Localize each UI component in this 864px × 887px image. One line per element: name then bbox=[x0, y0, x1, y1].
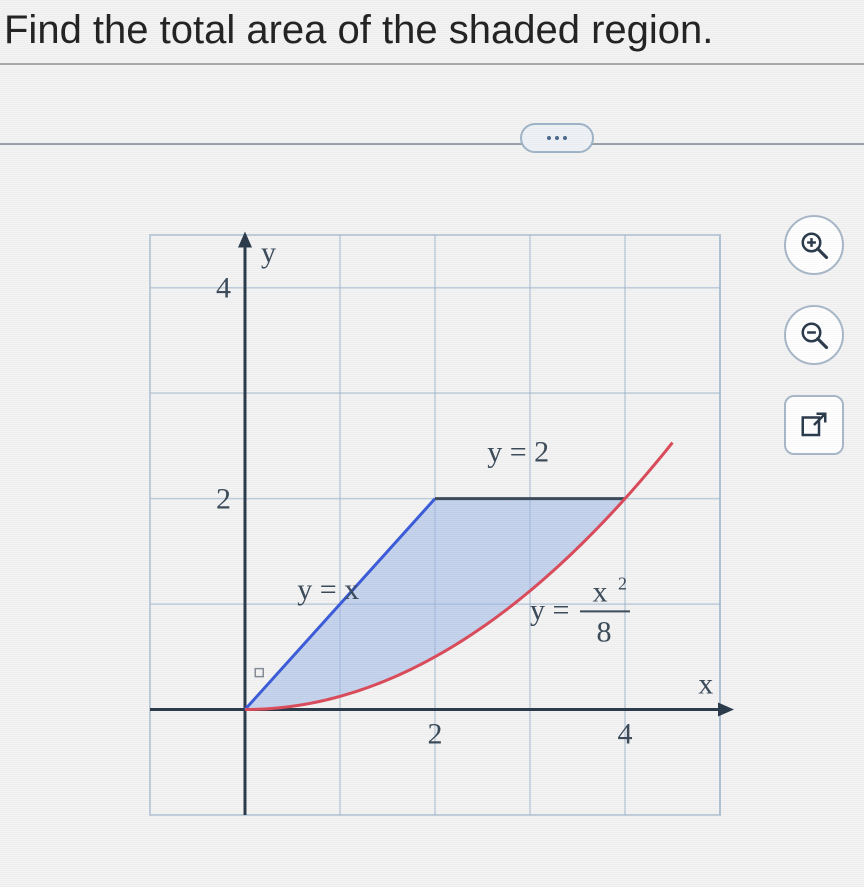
svg-text:4: 4 bbox=[216, 272, 231, 305]
chart-area: 2424yxy = xy = 2y =x28 bbox=[60, 215, 750, 855]
zoom-in-icon bbox=[799, 230, 829, 260]
zoom-out-button[interactable] bbox=[784, 305, 844, 365]
icon-column bbox=[784, 215, 844, 455]
svg-text:x: x bbox=[698, 668, 713, 701]
more-toggle[interactable] bbox=[520, 123, 594, 153]
chart-svg: 2424yxy = xy = 2y =x28 bbox=[60, 215, 750, 855]
popout-button[interactable] bbox=[784, 395, 844, 455]
svg-text:2: 2 bbox=[216, 483, 231, 516]
svg-text:y: y bbox=[261, 236, 276, 269]
zoom-in-button[interactable] bbox=[784, 215, 844, 275]
svg-text:y = 2: y = 2 bbox=[487, 436, 549, 469]
divider-2 bbox=[0, 143, 864, 145]
svg-text:4: 4 bbox=[618, 718, 633, 751]
problem-prompt: Find the total area of the shaded region… bbox=[0, 0, 864, 63]
divider-1 bbox=[0, 63, 864, 65]
svg-text:y =: y = bbox=[530, 593, 569, 626]
svg-text:8: 8 bbox=[597, 615, 612, 648]
divider-2-wrap bbox=[0, 105, 864, 165]
popout-icon bbox=[799, 410, 829, 440]
svg-text:y = x: y = x bbox=[297, 573, 359, 606]
zoom-out-icon bbox=[799, 320, 829, 350]
svg-text:x: x bbox=[593, 575, 608, 608]
svg-text:2: 2 bbox=[428, 718, 443, 751]
svg-text:2: 2 bbox=[618, 573, 627, 593]
